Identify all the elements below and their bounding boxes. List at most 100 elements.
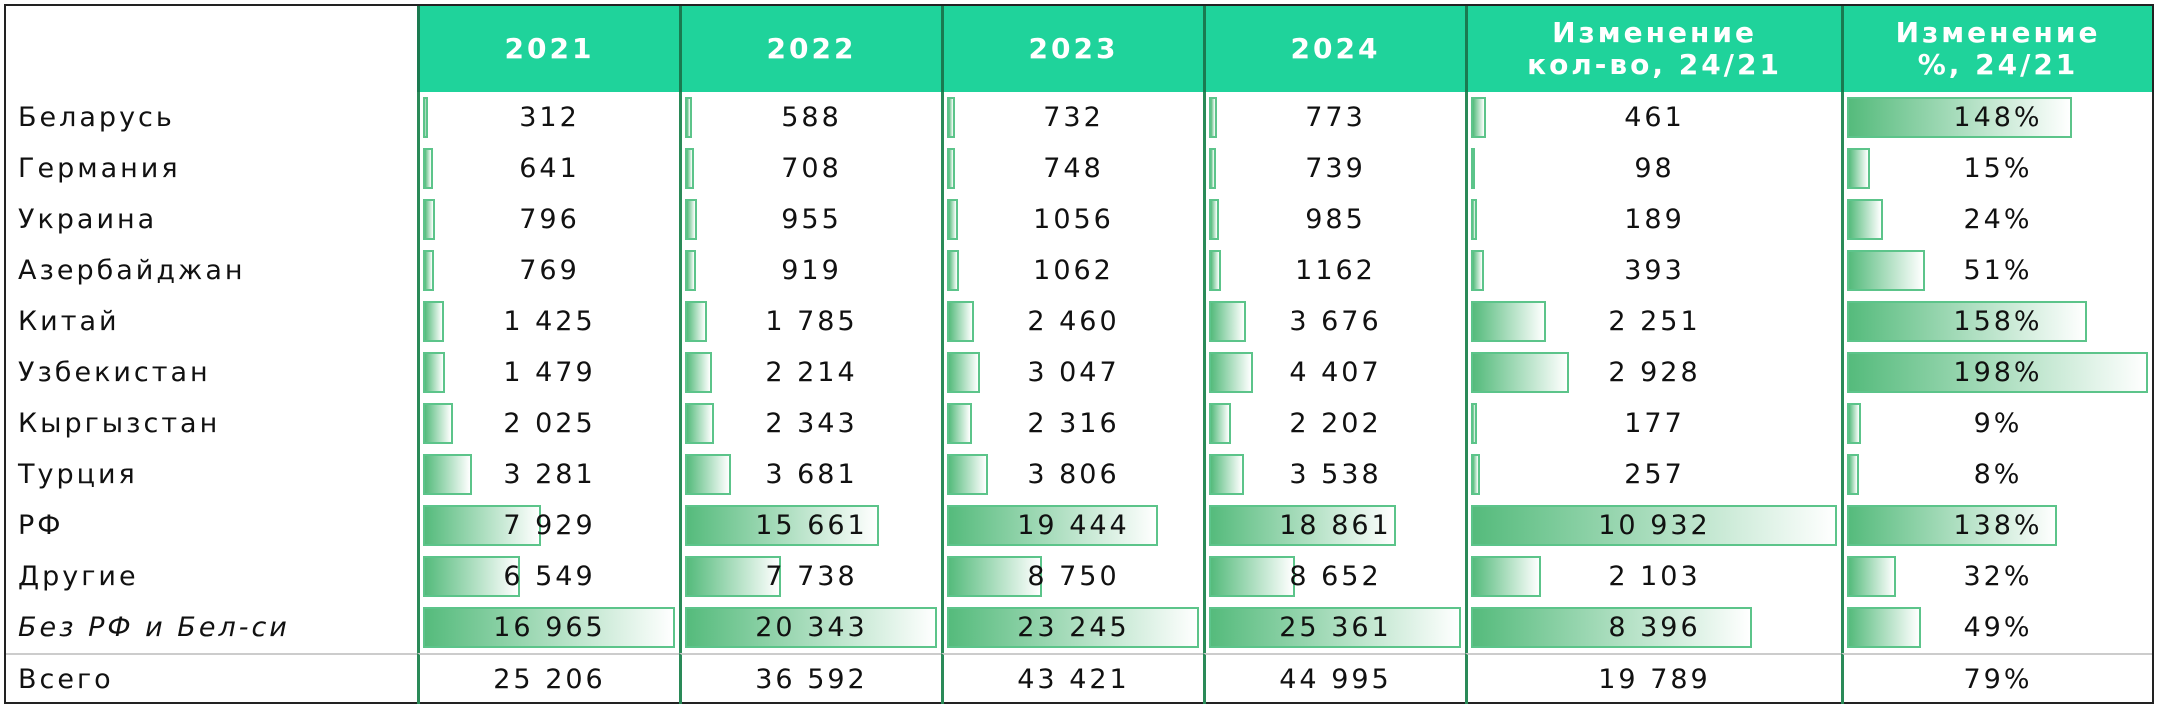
data-bar: [423, 454, 472, 495]
value-cell: 10 932: [1465, 500, 1841, 551]
data-bar: [423, 403, 454, 444]
value-cell: 8 652: [1203, 551, 1465, 602]
cell-value: 461: [1624, 102, 1685, 133]
cell-value: 739: [1305, 153, 1366, 184]
value-cell: 98: [1465, 143, 1841, 194]
data-bar: [1209, 607, 1461, 648]
value-cell: 16 965: [417, 602, 679, 653]
data-bar: [1209, 556, 1295, 597]
row-label: Без РФ и Бел-си: [18, 612, 290, 643]
value-cell: 51%: [1841, 245, 2152, 296]
cell-value: 955: [781, 204, 842, 235]
data-bar: [947, 301, 974, 342]
value-cell: 588: [679, 92, 941, 143]
data-bar: [947, 148, 956, 189]
data-bar: [1471, 352, 1570, 393]
data-bar: [947, 352, 981, 393]
data-bar: [1471, 301, 1547, 342]
data-bar: [423, 148, 433, 189]
cell-value: 49%: [1963, 612, 2033, 643]
value-cell: 189: [1465, 194, 1841, 245]
row-label: Украина: [18, 204, 158, 235]
value-cell: 8%: [1841, 449, 2152, 500]
value-cell: 2 214: [679, 347, 941, 398]
value-cell: 25 206: [417, 653, 679, 704]
cell-value: 2 214: [765, 357, 858, 388]
value-cell: 312: [417, 92, 679, 143]
data-bar: [685, 505, 879, 546]
cell-value: 24%: [1963, 204, 2033, 235]
value-cell: 2 460: [941, 296, 1203, 347]
value-cell: 796: [417, 194, 679, 245]
value-cell: 641: [417, 143, 679, 194]
value-cell: 49%: [1841, 602, 2152, 653]
value-cell: 6 549: [417, 551, 679, 602]
cell-value: 177: [1624, 408, 1685, 439]
value-cell: 9%: [1841, 398, 2152, 449]
value-cell: 3 047: [941, 347, 1203, 398]
data-bar: [1847, 505, 2057, 546]
cell-value: 198%: [1953, 357, 2043, 388]
value-cell: 1056: [941, 194, 1203, 245]
cell-value: 19 444: [1017, 510, 1130, 541]
cell-value: 7 929: [503, 510, 596, 541]
data-bar: [1209, 454, 1245, 495]
data-bar: [1847, 199, 1884, 240]
cell-value: 3 538: [1289, 459, 1382, 490]
cell-value: 708: [781, 153, 842, 184]
cell-value: 985: [1305, 204, 1366, 235]
cell-value: 15%: [1963, 153, 2033, 184]
data-bar: [1847, 454, 1860, 495]
cell-value: 1 425: [503, 306, 596, 337]
value-cell: 43 421: [941, 653, 1203, 704]
cell-value: 8 396: [1608, 612, 1701, 643]
data-bar: [1471, 403, 1477, 444]
value-cell: 773: [1203, 92, 1465, 143]
data-bar: [1847, 403, 1861, 444]
data-bar: [947, 199, 959, 240]
data-bar: [1847, 148, 1870, 189]
cell-value: 732: [1043, 102, 1104, 133]
data-bar: [947, 556, 1042, 597]
value-cell: 148%: [1841, 92, 2152, 143]
cell-value: 25 206: [493, 664, 606, 695]
value-cell: 257: [1465, 449, 1841, 500]
value-cell: 708: [679, 143, 941, 194]
cell-value: 1162: [1295, 255, 1376, 286]
value-cell: 1 785: [679, 296, 941, 347]
cell-value: 2 103: [1608, 561, 1701, 592]
data-bar: [1471, 556, 1542, 597]
cell-value: 10 932: [1598, 510, 1711, 541]
value-cell: 2 103: [1465, 551, 1841, 602]
cell-value: 138%: [1953, 510, 2043, 541]
cell-value: 43 421: [1017, 664, 1130, 695]
column-header: Изменение кол-во, 24/21: [1465, 6, 1841, 92]
row-label: Турция: [18, 459, 138, 490]
value-cell: 177: [1465, 398, 1841, 449]
cell-value: 2 025: [503, 408, 596, 439]
data-bar: [1847, 556, 1896, 597]
cell-value: 158%: [1953, 306, 2043, 337]
value-cell: 748: [941, 143, 1203, 194]
cell-value: 79%: [1963, 664, 2033, 695]
value-cell: 15 661: [679, 500, 941, 551]
data-bar: [1471, 97, 1487, 138]
cell-value: 641: [519, 153, 580, 184]
cell-value: 796: [519, 204, 580, 235]
value-cell: 15%: [1841, 143, 2152, 194]
row-label: Германия: [18, 153, 181, 184]
data-bar: [1847, 97, 2072, 138]
data-bar: [947, 403, 973, 444]
data-bar: [947, 607, 1199, 648]
value-cell: 7 929: [417, 500, 679, 551]
column-header: 2022: [679, 6, 941, 92]
cell-value: 20 343: [755, 612, 868, 643]
value-cell: 1062: [941, 245, 1203, 296]
value-cell: 1 425: [417, 296, 679, 347]
cell-value: 44 995: [1279, 664, 1392, 695]
data-bar: [685, 97, 693, 138]
data-bar: [423, 250, 435, 291]
cell-value: 25 361: [1279, 612, 1392, 643]
cell-value: 919: [781, 255, 842, 286]
cell-value: 1 479: [503, 357, 596, 388]
